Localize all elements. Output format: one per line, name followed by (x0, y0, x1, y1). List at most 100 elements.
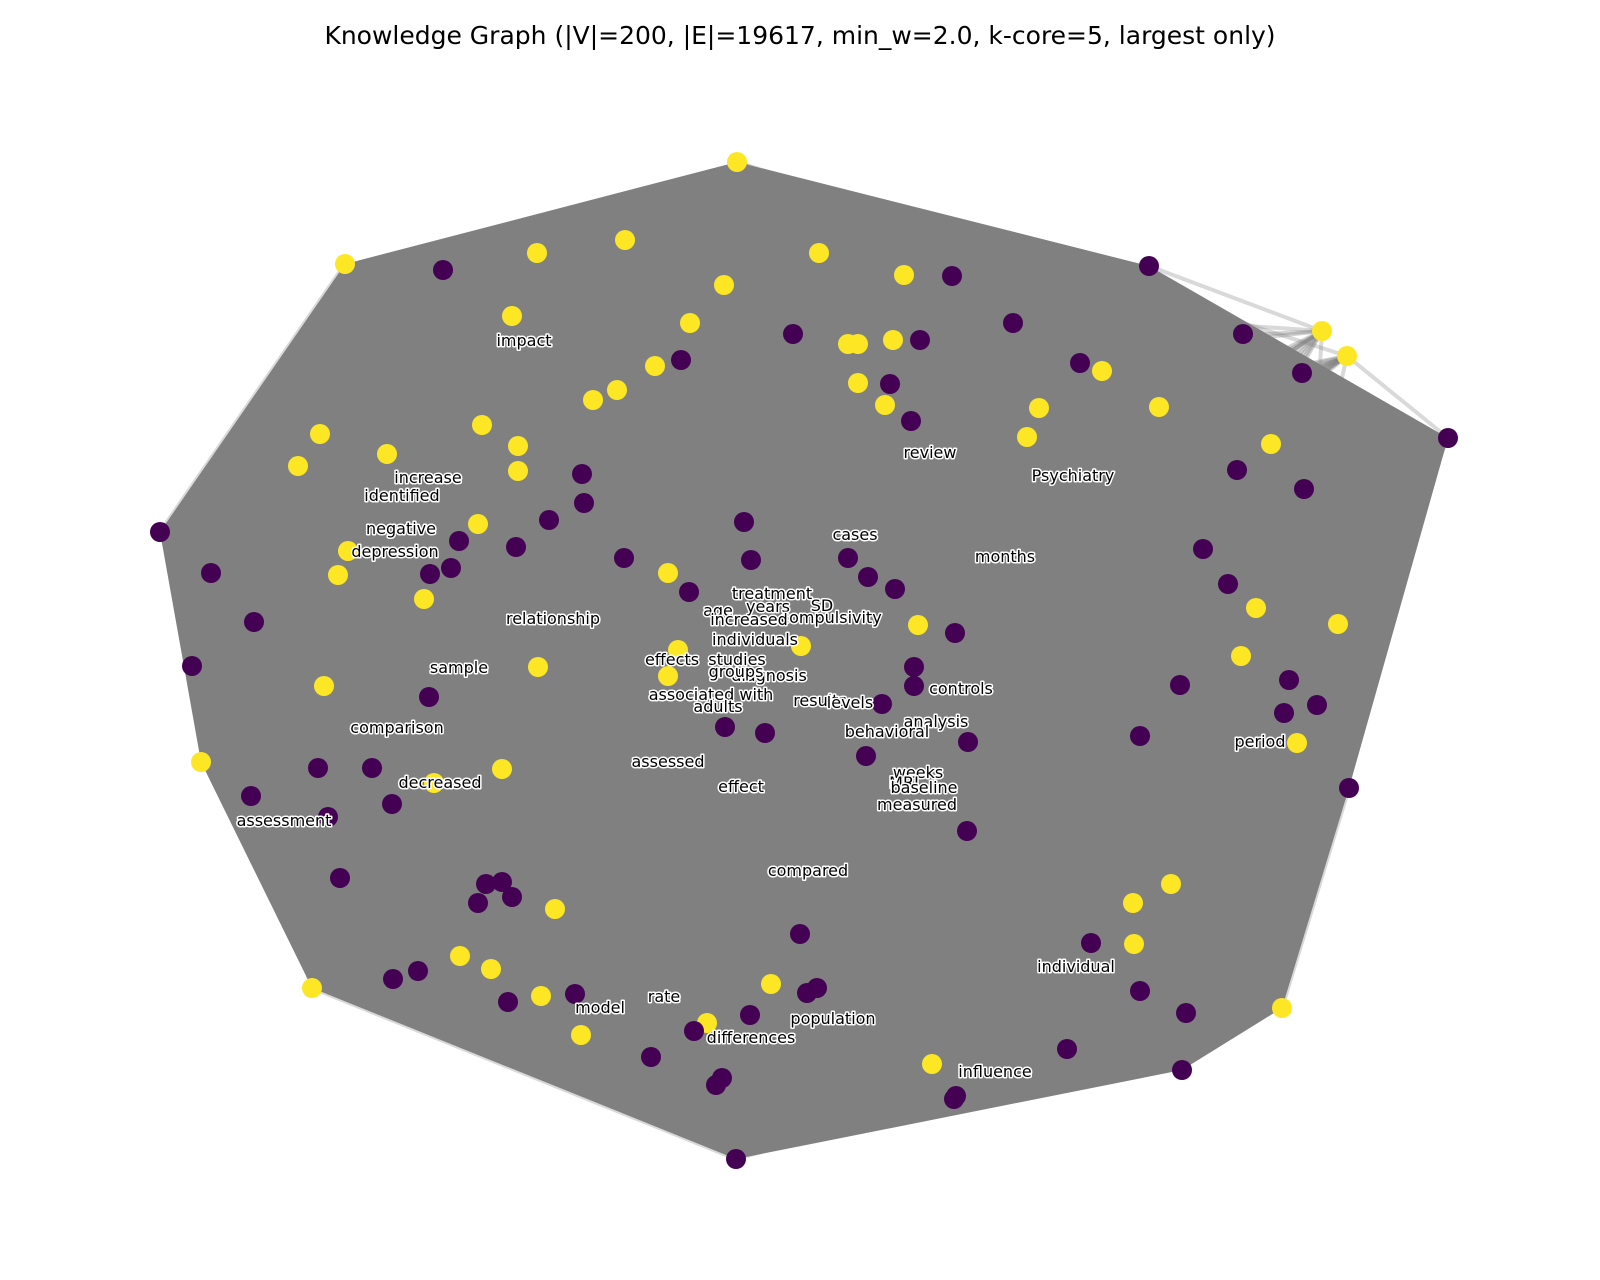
edge-ray (200, 666, 632, 764)
edge-ray (159, 459, 821, 534)
node-label: period (1235, 732, 1286, 751)
node-label: individuals (712, 630, 798, 649)
graph-node (424, 773, 444, 793)
edge-ray (742, 631, 1184, 1072)
graph-node (1312, 321, 1332, 341)
graph-node (288, 456, 308, 476)
edge-ray (746, 606, 1350, 790)
edge-ray (1000, 329, 1324, 884)
graph-node (807, 978, 827, 998)
graph-node (783, 324, 803, 344)
graph-node (508, 461, 528, 481)
node-label: studies (708, 650, 766, 669)
graph-node (414, 589, 434, 609)
graph-node (614, 548, 634, 568)
edge-ray (902, 264, 1151, 469)
edge-ray (698, 736, 1283, 1010)
graph-node (572, 464, 592, 484)
graph-node (468, 893, 488, 913)
edge-ray (200, 354, 1348, 764)
edge-ray (746, 264, 1151, 611)
graph-node (1003, 313, 1023, 333)
graph-node (727, 152, 747, 172)
edge-ray (311, 986, 737, 1161)
edge-ray (200, 760, 1003, 885)
node-label: relationship (506, 609, 600, 628)
node-labels: impact review Psychiatry increaseidentified… (235, 330, 1287, 1083)
edge-ray (839, 658, 1350, 790)
graph-node (848, 334, 868, 354)
node-label: impact (496, 331, 551, 350)
edge-ray (654, 786, 1350, 844)
edge-ray (983, 497, 1184, 1071)
graph-node (314, 676, 334, 696)
graph-node (848, 373, 868, 393)
edge-ray (734, 265, 1151, 1160)
edge-ray (697, 329, 1324, 741)
graph-node (706, 1075, 726, 1095)
edge-ray (838, 658, 1184, 1072)
edge-ray (159, 530, 1283, 1010)
graph-node (201, 563, 221, 583)
graph-node (498, 992, 518, 1012)
edge-ray (735, 161, 858, 700)
edge-ray (906, 938, 1283, 1010)
edge-ray (311, 839, 656, 990)
graph-node (338, 541, 358, 561)
graph-node (308, 758, 328, 778)
node-label: depression (351, 542, 438, 561)
graph-node (1279, 670, 1299, 690)
edge-ray (974, 675, 1284, 1010)
graph-node (791, 636, 811, 656)
graph-node (318, 807, 338, 827)
graph-node (922, 1054, 942, 1074)
graph-node (740, 1005, 760, 1025)
graph-node (790, 924, 810, 944)
graph-node (1246, 598, 1266, 618)
graph-node (1176, 1003, 1196, 1023)
node-label: controls (929, 679, 993, 698)
edge-ray (851, 674, 1184, 1072)
edge-ray (630, 666, 1283, 1010)
graph-node (545, 899, 565, 919)
edge-ray (735, 1006, 1283, 1161)
edge-ray (956, 436, 1449, 631)
graph-node (527, 243, 547, 263)
edge-ray (735, 161, 906, 468)
edge-ray (737, 857, 1183, 1072)
edge-ray (310, 651, 754, 990)
edge-ray (343, 262, 958, 631)
node-label: review (904, 443, 957, 462)
edge-ray (159, 530, 854, 678)
edge-ray (734, 628, 959, 1160)
graph-node (1130, 726, 1150, 746)
edge-ray (905, 329, 1324, 942)
edge-ray (788, 329, 1324, 970)
edge-rays (158, 160, 1450, 1161)
graph-node (883, 330, 903, 350)
graph-node (944, 1089, 964, 1109)
edge-ray (200, 708, 660, 764)
edge-ray (658, 329, 1323, 713)
edge-ray (200, 675, 977, 764)
edge-ray (697, 738, 738, 1160)
graph-node (945, 623, 965, 643)
edge-ray (1180, 355, 1349, 1071)
edge-ray (738, 786, 1350, 861)
graph-node (942, 266, 962, 286)
edge-ray (653, 839, 1183, 1072)
graph-node (958, 732, 978, 752)
edge-ray (974, 329, 1324, 679)
graph-node (244, 612, 264, 632)
node-label: sample (430, 658, 488, 677)
edge-ray (736, 160, 1449, 440)
edge-ray (199, 160, 739, 764)
graph-node (574, 493, 594, 513)
graph-node (715, 717, 735, 737)
graph-node (382, 794, 402, 814)
edge-ray (343, 262, 633, 670)
graph-node (615, 230, 635, 250)
edge-ray (734, 676, 978, 1160)
node-label: baseline (890, 778, 957, 797)
graph-node (1070, 353, 1090, 373)
